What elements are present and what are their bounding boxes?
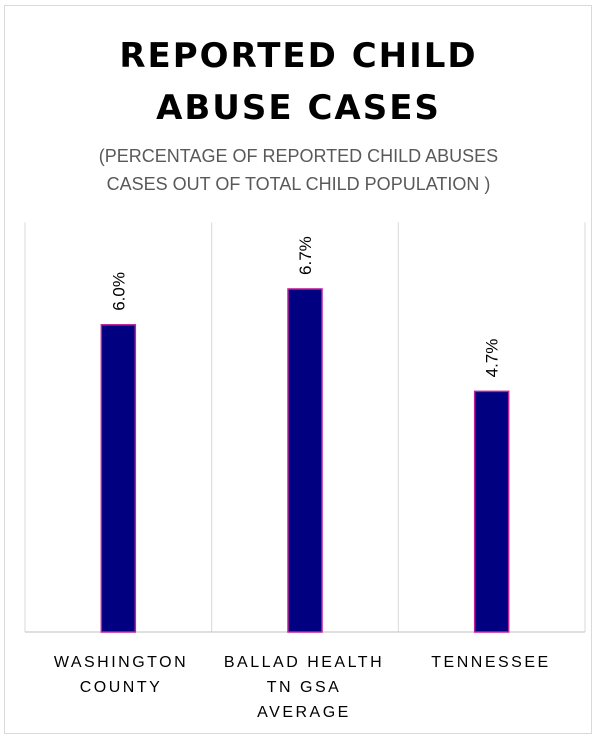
category-label-washington-county: WASHINGTON COUNTY <box>53 654 189 696</box>
chart-subtitle: (PERCENTAGE OF REPORTED CHILD ABUSES CAS… <box>0 142 597 198</box>
bar-0 <box>100 324 137 633</box>
data-label-0: 6.0% <box>109 272 128 311</box>
chart-title-line-2: ABUSE CASES <box>156 88 441 128</box>
bar-1 <box>287 288 323 633</box>
data-label-1: 6.7% <box>296 236 315 275</box>
bar-2 <box>473 390 510 633</box>
chart-subtitle-line-2: CASES OUT OF TOTAL CHILD POPULATION ) <box>106 174 491 194</box>
category-label-ballad-health: BALLAD HEALTH TN GSA AVERAGE <box>223 654 385 721</box>
chart-subtitle-line-1: (PERCENTAGE OF REPORTED CHILD ABUSES <box>98 146 499 166</box>
data-label-2: 4.7% <box>483 339 502 378</box>
chart-title: REPORTED CHILD ABUSE CASES <box>0 30 597 134</box>
chart-title-line-1: REPORTED CHILD <box>119 36 478 76</box>
category-label-tennessee: TENNESSEE <box>431 654 551 671</box>
